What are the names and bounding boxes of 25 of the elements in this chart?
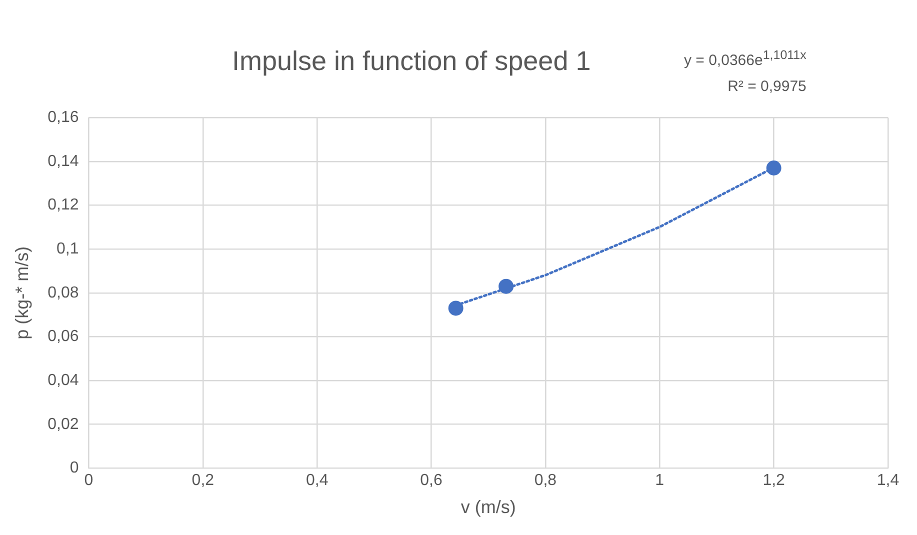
x-tick-label: 0,6 [420, 472, 442, 490]
y-tick-label: 0,1 [56, 240, 79, 258]
text: R² = 0,9975 [726, 77, 806, 97]
y-tick-label: 0,02 [48, 416, 79, 433]
point [448, 300, 464, 316]
x-tick-label: 1,4 [876, 472, 900, 490]
x-tick-label: 1,2 [762, 472, 786, 490]
y-tick-label: 0,16 [48, 109, 79, 126]
y-tick-label: 0,14 [48, 152, 79, 170]
y-axis-title: p (kg-* m/s) [12, 246, 32, 340]
chart-title: Impulse in function of speed 1 [232, 46, 591, 77]
x-tick-label: 0 [84, 472, 94, 490]
x-tick-label: 0,4 [306, 472, 328, 490]
x-axis-title: v (m/s) [460, 497, 516, 518]
y-tick-label: 0,06 [48, 328, 79, 346]
y-tick-label: 0,12 [48, 196, 79, 214]
x-tick-label: 0,2 [192, 472, 214, 490]
point [498, 278, 514, 294]
x-tick-label: 0,8 [534, 472, 557, 490]
y-tick-label: 0,04 [48, 372, 79, 389]
text: y = 0,0366e$^{1,1011x}$ [684, 47, 806, 71]
x-tick-label: 1 [655, 472, 664, 490]
y-tick-label: 0 [70, 460, 79, 477]
y-tick-label: 0,08 [48, 284, 79, 302]
point [766, 160, 782, 176]
